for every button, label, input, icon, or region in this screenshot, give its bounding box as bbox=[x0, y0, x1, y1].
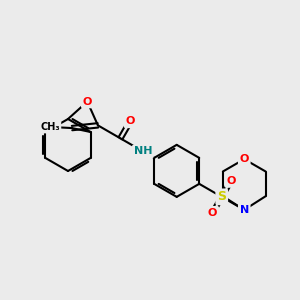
Text: O: O bbox=[125, 116, 135, 127]
Text: O: O bbox=[82, 97, 92, 106]
Text: CH₃: CH₃ bbox=[40, 122, 60, 132]
Text: O: O bbox=[240, 154, 249, 164]
Text: NH: NH bbox=[134, 146, 152, 156]
Text: N: N bbox=[240, 205, 249, 215]
Text: S: S bbox=[217, 190, 226, 203]
Text: O: O bbox=[226, 176, 236, 186]
Text: O: O bbox=[208, 208, 217, 218]
